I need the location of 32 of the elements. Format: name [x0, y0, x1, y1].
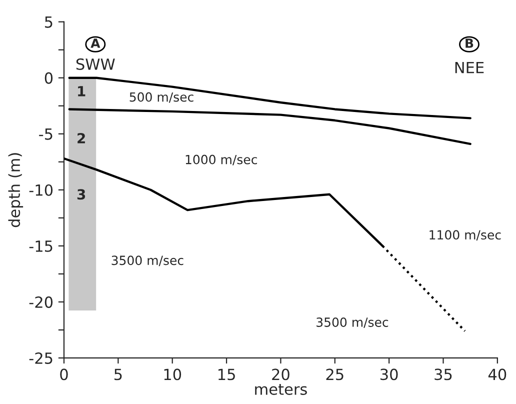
annotation: B	[466, 38, 474, 48]
x-tick-label: 25	[326, 368, 344, 380]
y-tick-label: 5	[45, 16, 52, 28]
y-tick-label: -25	[29, 352, 52, 364]
annotation: 3	[77, 189, 86, 200]
x-tick-label: 10	[164, 368, 182, 380]
y-tick-label: 0	[44, 72, 53, 84]
annotation: 1	[78, 86, 86, 96]
line-series	[68, 108, 472, 146]
annotation: 2	[78, 132, 85, 144]
annotation: 3500 m/sec	[112, 256, 184, 266]
x-tick-label: 30	[380, 368, 398, 380]
y-axis-title: depth (m)	[8, 153, 24, 228]
annotation: 1100 m/sec	[430, 230, 501, 241]
annotation: SWW	[76, 58, 115, 70]
x-tick-label: 15	[218, 368, 235, 380]
line-series	[68, 76, 472, 120]
x-tick-label: 35	[434, 368, 452, 380]
annotation: 500 m/sec	[130, 92, 194, 103]
annotation: NEE	[455, 62, 484, 74]
annotation: A	[90, 38, 100, 48]
y-tick-label: -10	[29, 184, 53, 196]
y-tick-label: -5	[39, 128, 52, 140]
annotation: 1000 m/sec	[186, 154, 257, 166]
y-tick-label: -20	[29, 296, 53, 308]
x-tick-label: 0	[60, 368, 68, 380]
x-tick-label: 20	[272, 368, 290, 380]
y-tick-label: -15	[29, 240, 52, 252]
x-axis-title: meters	[255, 384, 307, 395]
x-tick-label: 5	[114, 368, 122, 380]
annotation: 3500 m/sec	[316, 317, 388, 328]
x-tick-label: 40	[488, 368, 506, 380]
